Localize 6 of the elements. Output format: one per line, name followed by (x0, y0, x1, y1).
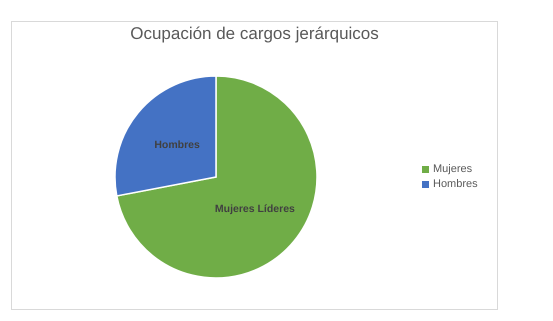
legend-label: Mujeres (433, 163, 472, 175)
pie-slice (116, 75, 318, 279)
legend-label: Hombres (433, 178, 478, 190)
chart-title: Ocupación de cargos jerárquicos (129, 24, 380, 44)
data-label: Hombres (154, 138, 200, 151)
data-label: Mujeres Líderes (214, 203, 296, 216)
